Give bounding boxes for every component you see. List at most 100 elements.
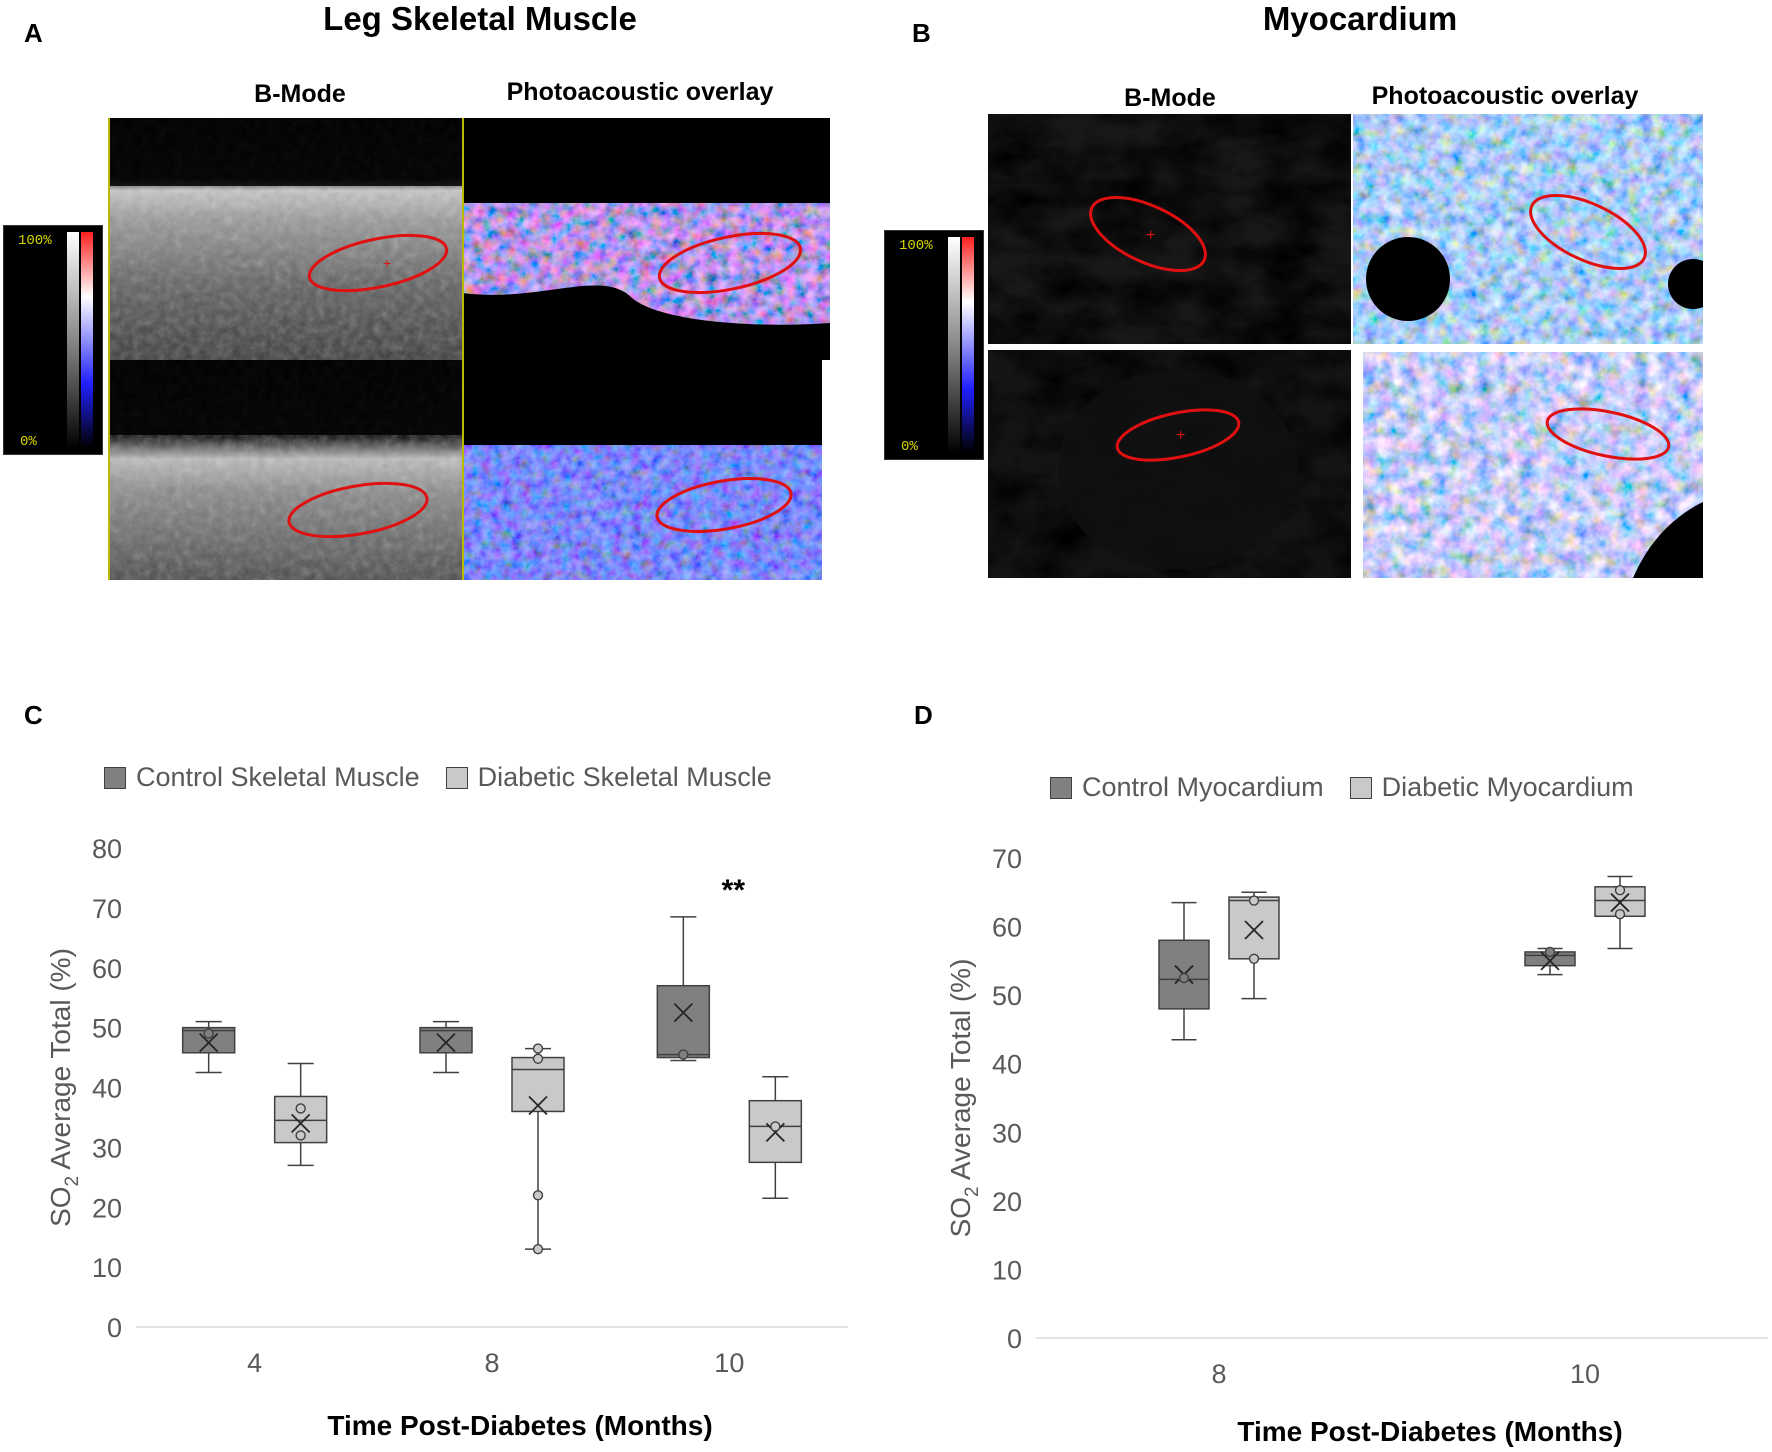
colorbar-min-label: 0% xyxy=(20,434,37,450)
legend-swatch-diabetic xyxy=(445,766,468,789)
colorbar-gray xyxy=(67,232,79,448)
data-point xyxy=(532,1043,544,1054)
mean-marker xyxy=(199,1032,219,1053)
legend-swatch-control xyxy=(1050,776,1072,799)
panel-a-colorbar: 100% 0% xyxy=(3,225,103,455)
x-tick-label: 10 xyxy=(1570,1359,1600,1389)
panel-d-chart: 0 10 20 30 40 50 60 70 SO2 Average Total (%) 8 10 xyxy=(945,844,1768,1389)
y-tick-label: 30 xyxy=(92,1133,122,1163)
colorbar-so2 xyxy=(81,232,93,448)
colorbar-max-label: 100% xyxy=(18,233,52,249)
mean-marker xyxy=(1244,920,1264,940)
legend-item-diabetic: Diabetic Skeletal Muscle xyxy=(445,762,772,793)
roi-ellipse xyxy=(307,233,449,293)
colorbar-min-label: 0% xyxy=(901,439,918,455)
data-point xyxy=(1614,885,1626,896)
roi-ellipse xyxy=(1545,407,1671,461)
y-tick-label: 0 xyxy=(1007,1324,1022,1354)
panel-b-bmode-control-image: + xyxy=(988,114,1351,344)
y-tick-label: 10 xyxy=(92,1253,122,1283)
svg-text:+: + xyxy=(383,255,391,271)
y-tick-label: 10 xyxy=(992,1255,1022,1285)
svg-text:+: + xyxy=(1176,427,1185,444)
mean-marker xyxy=(1540,951,1560,971)
box-iqr xyxy=(656,984,711,1059)
y-tick-label: 50 xyxy=(992,981,1022,1011)
box-plot xyxy=(1594,875,1646,950)
x-tick-label: 8 xyxy=(1211,1359,1226,1389)
data-point xyxy=(1248,953,1260,965)
box-plot xyxy=(1228,891,1280,1000)
y-axis-title: SO2 Average Total (%) xyxy=(45,948,83,1227)
box-plot xyxy=(748,1075,803,1200)
panel-letter-b: B xyxy=(912,18,931,48)
legend-item-control: Control Skeletal Muscle xyxy=(104,762,420,793)
svg-text:+: + xyxy=(1146,227,1155,244)
data-point xyxy=(532,1190,544,1201)
mean-marker xyxy=(291,1113,311,1134)
box-plot xyxy=(181,1020,236,1074)
box-iqr xyxy=(419,1026,473,1054)
box-iqr xyxy=(511,1056,565,1113)
y-tick-label: 40 xyxy=(992,1050,1022,1080)
roi-ellipse xyxy=(287,481,429,539)
y-tick-label: 30 xyxy=(992,1118,1022,1148)
panel-a-bmode-label: B-Mode xyxy=(254,80,346,108)
box-plot xyxy=(656,916,711,1062)
y-tick-label: 60 xyxy=(992,913,1022,943)
y-tick-label: 50 xyxy=(92,1014,122,1044)
colorbar-gray xyxy=(948,237,960,453)
legend-swatch-diabetic xyxy=(1349,776,1372,799)
y-tick-label: 20 xyxy=(92,1193,122,1223)
y-tick-label: 80 xyxy=(92,834,122,864)
panel-d-legend: Control Myocardium Diabetic Myocardium xyxy=(1050,772,1634,803)
legend-label-diabetic: Diabetic Skeletal Muscle xyxy=(477,762,772,792)
box-plot xyxy=(511,1043,565,1255)
y-tick-label: 0 xyxy=(107,1313,122,1343)
roi-ellipse xyxy=(1089,196,1207,272)
data-point xyxy=(532,1243,544,1255)
mean-marker xyxy=(1610,892,1630,913)
colorbar-so2 xyxy=(962,237,974,453)
panel-c-chart: 0 10 20 30 40 50 60 70 80 SO2 Average Total (%) 4 8… xyxy=(45,834,848,1378)
data-point xyxy=(532,1053,544,1064)
panel-letter-a: A xyxy=(24,18,43,48)
data-point xyxy=(1178,972,1190,984)
panel-b-bmode-diabetic-image: + xyxy=(988,350,1351,578)
roi-ellipse xyxy=(1529,194,1647,270)
legend-label-diabetic: Diabetic Myocardium xyxy=(1381,772,1634,802)
panel-a-title: Leg Skeletal Muscle xyxy=(323,0,637,37)
roi-ellipse xyxy=(655,477,793,533)
panel-b-title: Myocardium xyxy=(1262,0,1458,37)
panel-b-overlay-diabetic-image xyxy=(1363,352,1703,578)
data-point xyxy=(770,1121,781,1132)
data-point xyxy=(295,1130,306,1141)
y-tick-label: 70 xyxy=(992,844,1022,874)
panel-a-overlay-label: Photoacoustic overlay xyxy=(506,78,774,106)
box-iqr xyxy=(1228,896,1280,960)
data-point xyxy=(678,1049,689,1060)
panel-a-bmode-control-image: + xyxy=(108,118,462,360)
panel-b-bmode-label: B-Mode xyxy=(1124,84,1216,112)
panel-letter-c: C xyxy=(24,700,43,730)
data-point xyxy=(1248,895,1260,906)
y-tick-label: 40 xyxy=(92,1074,122,1104)
panel-d-x-axis-title: Time Post-Diabetes (Months) xyxy=(1237,1416,1623,1447)
colorbar-max-label: 100% xyxy=(899,238,933,254)
y-tick-label: 70 xyxy=(92,894,122,924)
x-tick-label: 4 xyxy=(247,1348,262,1378)
box-plot xyxy=(273,1062,328,1167)
mean-marker xyxy=(436,1032,456,1053)
x-tick-label: 10 xyxy=(714,1348,744,1378)
mean-marker xyxy=(528,1095,548,1116)
panel-c-legend: Control Skeletal Muscle Diabetic Skeleta… xyxy=(104,762,772,793)
data-point xyxy=(295,1103,306,1114)
panel-c-x-axis-title: Time Post-Diabetes (Months) xyxy=(327,1410,713,1441)
significance-annotation: ** xyxy=(722,874,746,907)
x-tick-label: 8 xyxy=(484,1348,499,1378)
y-axis-title: SO2 Average Total (%) xyxy=(945,959,983,1238)
panel-letter-d: D xyxy=(914,700,933,730)
panel-b-overlay-label: Photoacoustic overlay xyxy=(1371,82,1639,110)
data-point xyxy=(203,1028,214,1039)
data-point xyxy=(1544,946,1556,958)
